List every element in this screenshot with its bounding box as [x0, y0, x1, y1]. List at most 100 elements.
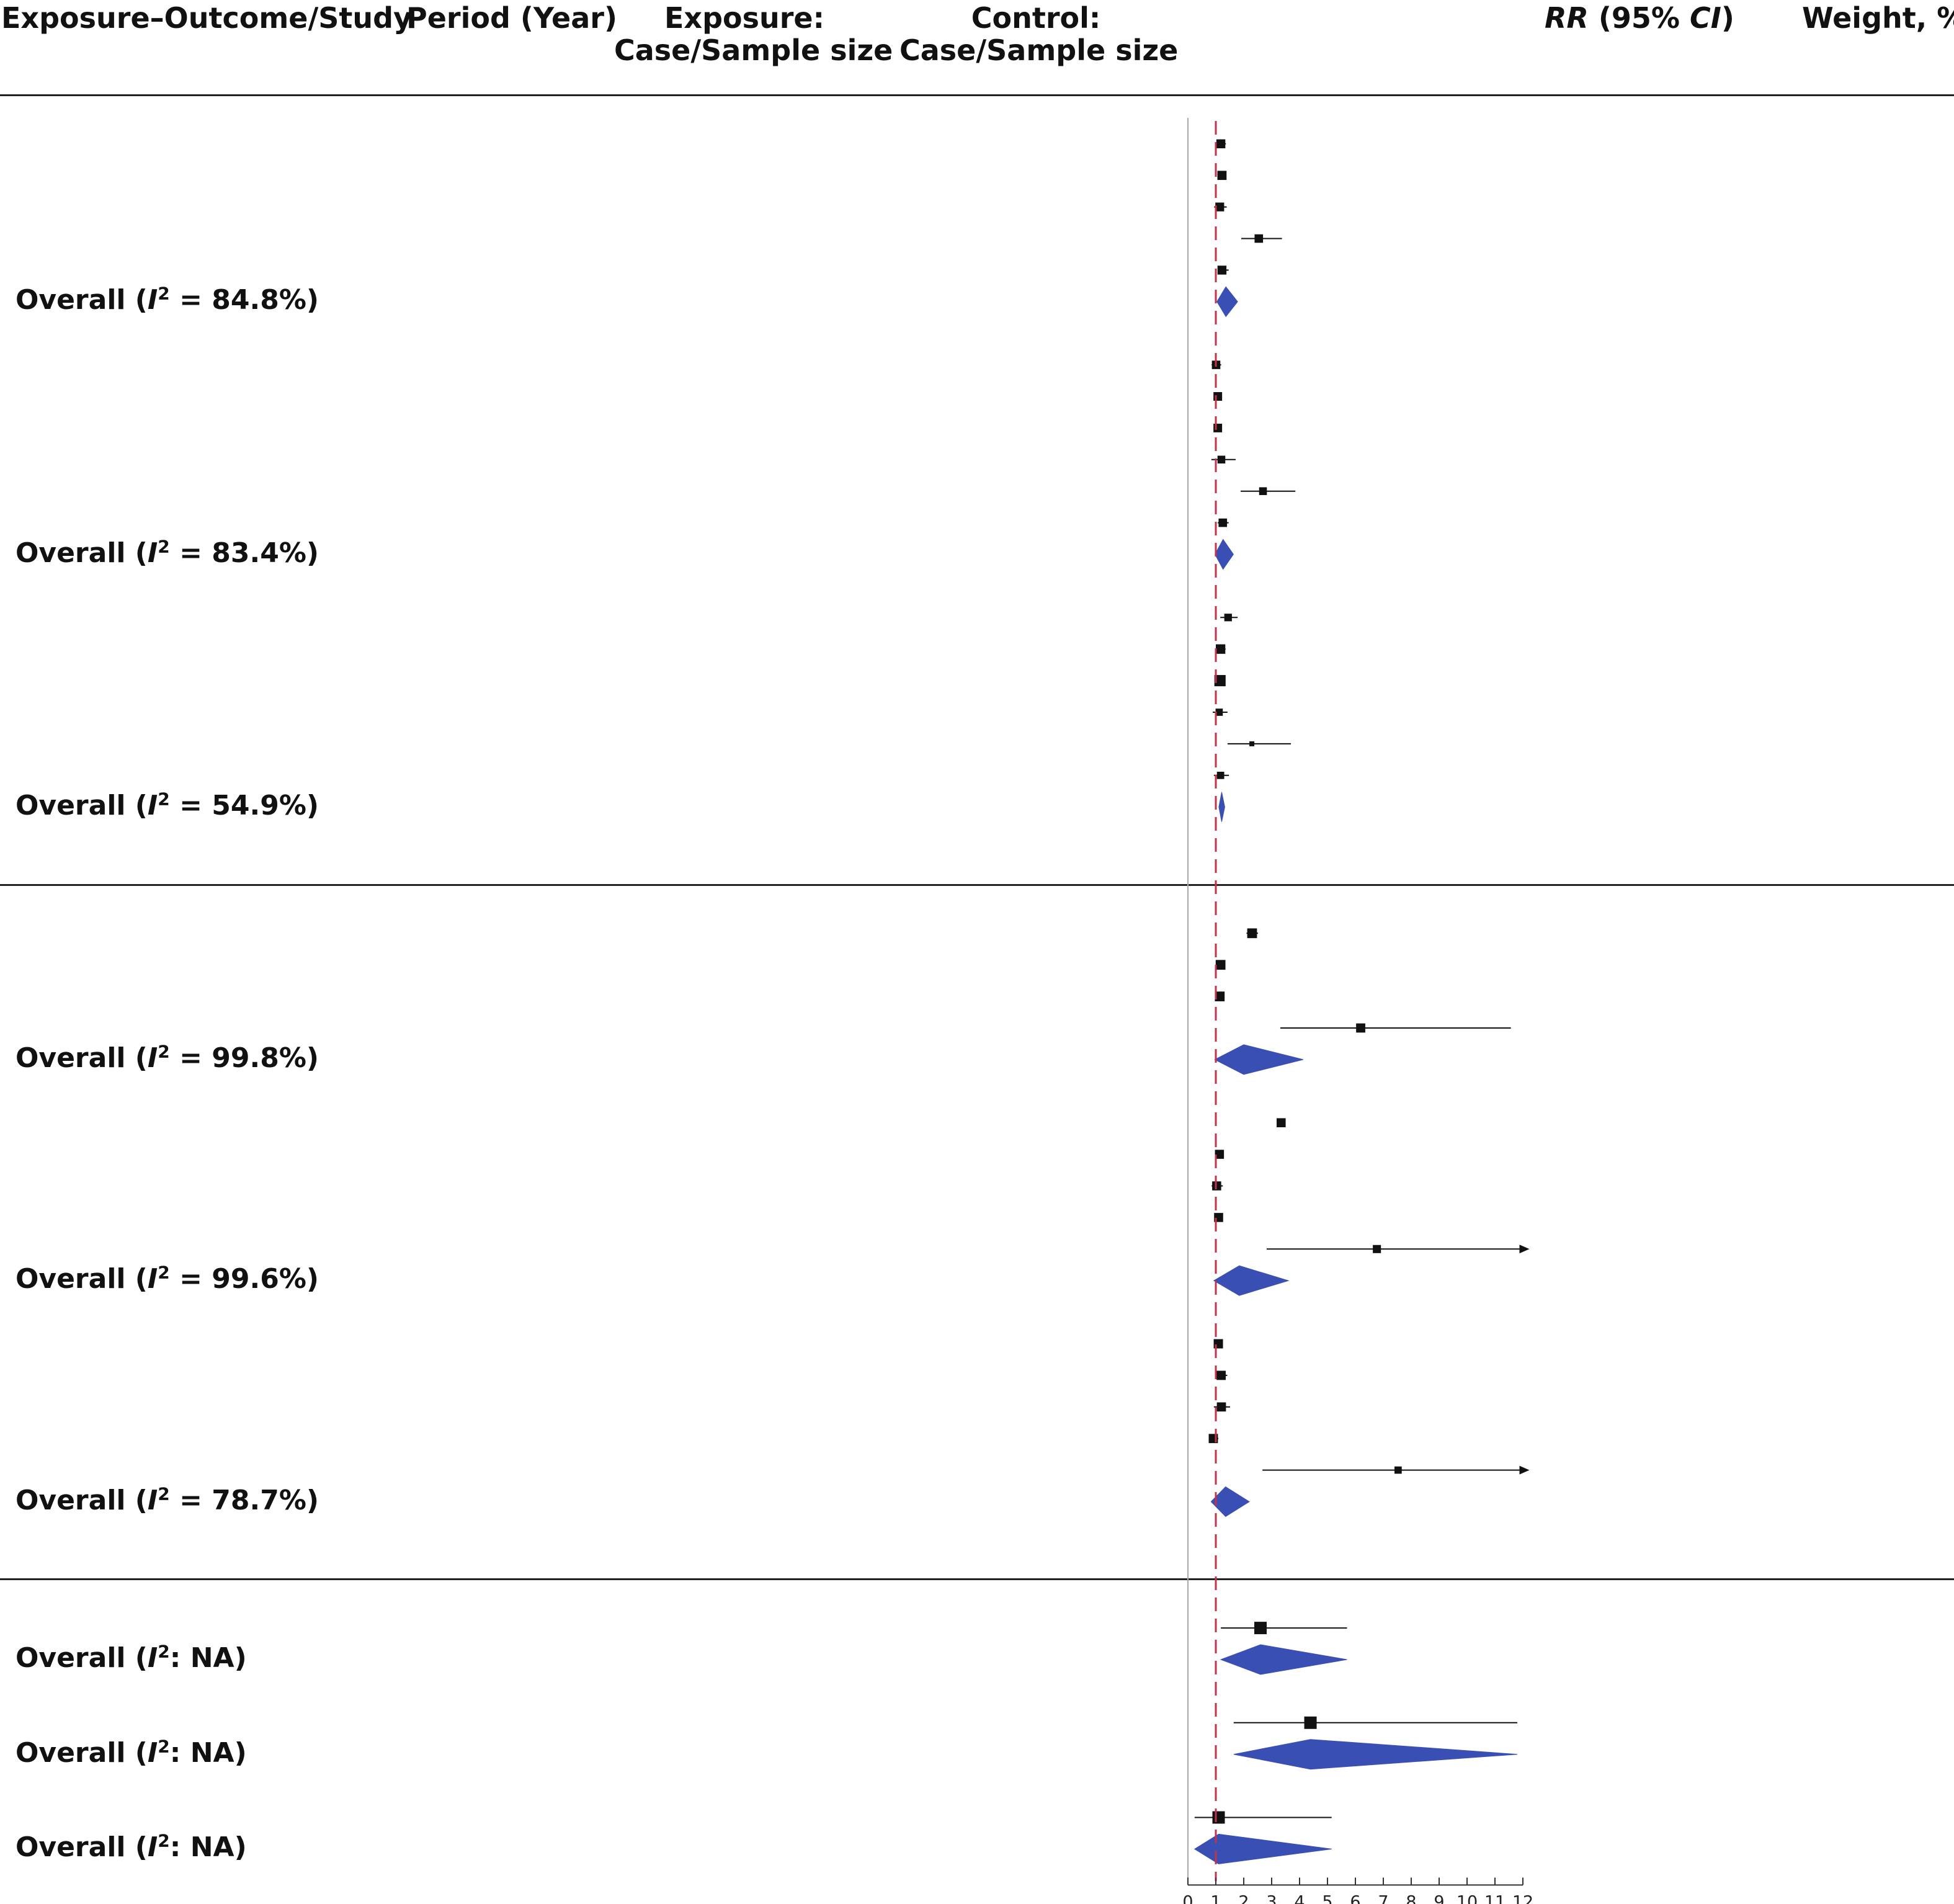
overall-label-text: Overall ( — [16, 1484, 148, 1516]
i-squared-symbol: I — [147, 1642, 158, 1674]
overall-label: Overall (I2 = 99.6%) — [16, 1262, 319, 1295]
i-squared-symbol: I — [147, 1263, 158, 1295]
overall-label-text: Overall ( — [16, 789, 148, 821]
x-tick-label: 12 — [1512, 1892, 1533, 1904]
i-squared-superscript: 2 — [158, 1262, 170, 1283]
i-squared-value: = 99.8%) — [169, 1042, 319, 1074]
point-estimate-marker — [1213, 392, 1223, 401]
i-squared-superscript: 2 — [158, 1041, 170, 1062]
header-rr-ci: (95% — [1588, 1, 1690, 35]
i-squared-superscript: 2 — [158, 1830, 170, 1851]
overall-label: Overall (I2: NA) — [16, 1642, 247, 1674]
i-squared-value: = 54.9%) — [169, 789, 319, 821]
x-tick-label: 0 — [1182, 1892, 1193, 1904]
point-estimate-marker — [1215, 1150, 1225, 1159]
point-estimate-marker — [1215, 960, 1226, 970]
i-squared-symbol: I — [147, 1484, 158, 1516]
point-estimate-marker — [1254, 1622, 1267, 1635]
overall-label-text: Overall ( — [16, 537, 148, 569]
i-squared-symbol: I — [147, 1042, 158, 1074]
point-estimate-marker — [1356, 1023, 1365, 1033]
point-estimate-marker — [1259, 487, 1267, 495]
overall-label: Overall (I2 = 84.8%) — [16, 284, 319, 316]
header-control: Control: Case/Sample size — [899, 4, 1178, 65]
point-estimate-marker — [1215, 708, 1223, 716]
point-estimate-marker — [1216, 1402, 1226, 1412]
x-tick-label: 8 — [1406, 1892, 1416, 1904]
i-squared-symbol: I — [147, 789, 158, 821]
i-squared-superscript: 2 — [158, 789, 170, 810]
overall-label-text: Overall ( — [16, 284, 148, 316]
x-tick-label: 9 — [1434, 1892, 1444, 1904]
overall-diamond — [1216, 286, 1238, 318]
overall-label-text: Overall ( — [16, 1736, 148, 1769]
overall-label-text: Overall ( — [16, 1831, 148, 1864]
point-estimate-marker — [1215, 202, 1225, 212]
overall-label: Overall (I2: NA) — [16, 1830, 247, 1864]
i-squared-symbol: I — [147, 284, 158, 316]
section-rule — [0, 94, 1954, 96]
i-squared-value: = 84.8%) — [169, 284, 319, 316]
point-estimate-marker — [1254, 234, 1264, 243]
point-estimate-marker — [1217, 455, 1226, 464]
overall-label-text: Overall ( — [16, 1642, 148, 1674]
overall-diamond — [1215, 539, 1234, 570]
i-squared-superscript: 2 — [158, 535, 170, 556]
point-estimate-marker — [1373, 1245, 1381, 1253]
x-tick-label: 7 — [1378, 1892, 1388, 1904]
x-tick-label: 5 — [1322, 1892, 1332, 1904]
header-period: Period (Year) — [406, 1, 617, 35]
x-tick-label: 2 — [1238, 1892, 1249, 1904]
ci-arrow — [1519, 1465, 1530, 1475]
x-tick-label: 10 — [1457, 1892, 1478, 1904]
header-exposure: Exposure: Case/Sample size — [614, 1, 893, 67]
header-rr-ci-italic: CI — [1690, 1, 1721, 35]
i-squared-value: : NA) — [169, 1642, 247, 1674]
x-tick-label: 3 — [1266, 1892, 1277, 1904]
header-exposure-line2: Case/Sample size — [614, 34, 893, 67]
point-estimate-marker — [1217, 266, 1227, 275]
i-squared-symbol: I — [147, 1831, 158, 1864]
point-estimate-marker — [1216, 1370, 1226, 1380]
point-estimate-marker — [1216, 139, 1226, 149]
i-squared-value: : NA) — [169, 1831, 247, 1864]
point-estimate-marker — [1213, 423, 1223, 432]
section-rule — [0, 1578, 1954, 1581]
overall-diamond — [1210, 1486, 1250, 1517]
point-estimate-marker — [1394, 1466, 1402, 1474]
overall-diamond — [1233, 1739, 1518, 1770]
header-rr-label: RR — [1545, 1, 1589, 35]
i-squared-superscript: 2 — [158, 1641, 170, 1662]
overall-label-text: Overall ( — [16, 1263, 148, 1295]
point-estimate-marker — [1218, 518, 1228, 527]
point-estimate-marker — [1212, 1811, 1225, 1824]
header-rr: RR (95% CI) — [1545, 4, 1734, 32]
x-tick-label: 4 — [1294, 1892, 1305, 1904]
i-squared-superscript: 2 — [158, 1736, 170, 1757]
point-estimate-marker — [1277, 1118, 1286, 1127]
point-estimate-marker — [1215, 991, 1225, 1001]
i-squared-superscript: 2 — [158, 1483, 170, 1504]
x-tick-label: 1 — [1210, 1892, 1221, 1904]
x-tick-label: 11 — [1484, 1892, 1506, 1904]
header-study: Exposure–Outcome/Study — [1, 1, 413, 35]
overall-label: Overall (I2 = 99.8%) — [16, 1042, 319, 1074]
overall-diamond — [1214, 1044, 1303, 1075]
header-exposure-line1: Exposure: — [664, 1, 825, 35]
i-squared-symbol: I — [147, 1736, 158, 1769]
header-rr-close: ) — [1721, 1, 1734, 35]
overall-label: Overall (I2 = 78.7%) — [16, 1484, 319, 1516]
overall-diamond — [1193, 1833, 1332, 1864]
ci-arrow — [1519, 1245, 1530, 1254]
point-estimate-marker — [1214, 675, 1226, 687]
point-estimate-marker — [1247, 928, 1257, 939]
point-estimate-marker — [1216, 644, 1226, 654]
i-squared-value: = 83.4%) — [169, 537, 319, 569]
point-estimate-marker — [1216, 771, 1225, 779]
overall-diamond — [1218, 792, 1225, 822]
point-estimate-marker — [1224, 614, 1232, 622]
overall-label: Overall (I2: NA) — [16, 1736, 247, 1769]
point-estimate-marker — [1217, 171, 1227, 181]
